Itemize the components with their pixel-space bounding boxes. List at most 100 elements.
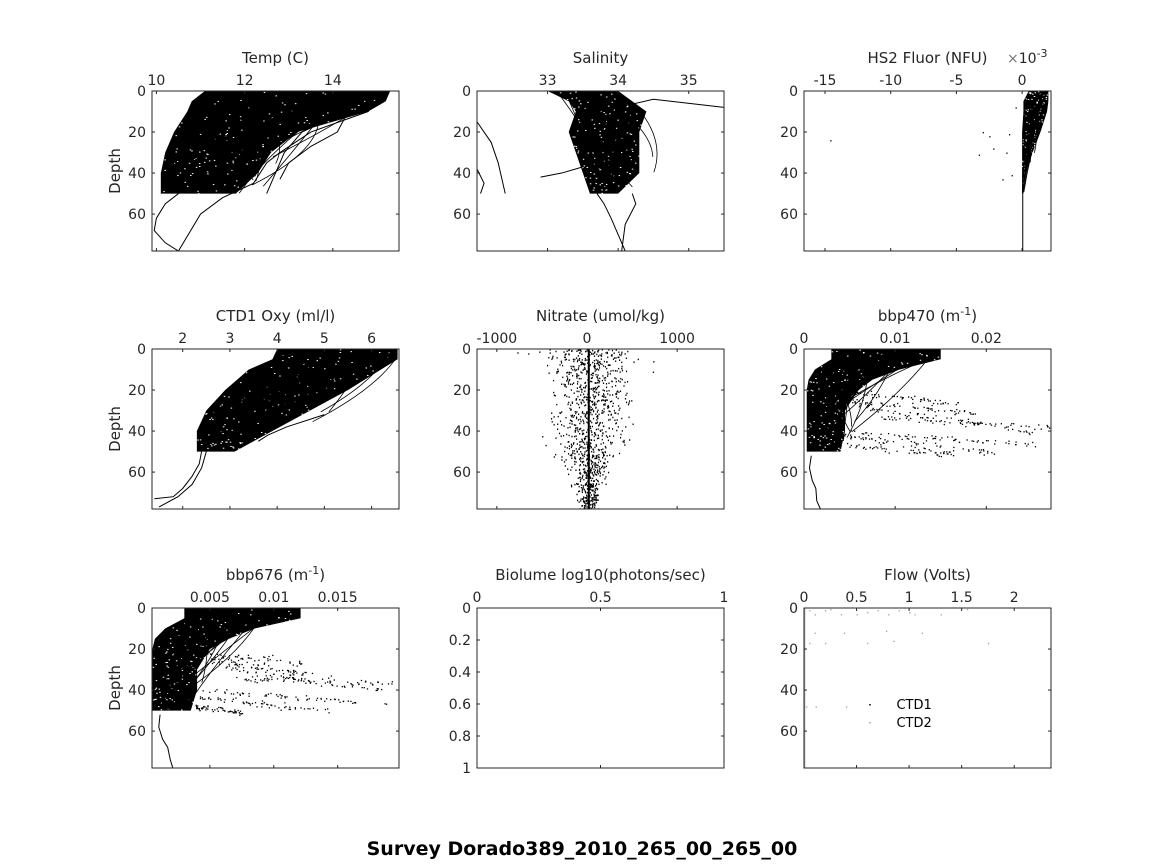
data-point — [303, 708, 306, 710]
data-point — [572, 374, 574, 377]
data-point — [551, 421, 553, 423]
data-speckle — [338, 357, 341, 359]
data-point — [294, 678, 296, 681]
data-speckle — [158, 706, 160, 708]
data-point — [591, 352, 593, 355]
data-speckle — [819, 440, 822, 442]
data-point — [583, 441, 585, 444]
data-profile-line — [851, 352, 934, 433]
data-point — [616, 393, 618, 395]
data-profile-line — [156, 612, 221, 673]
data-point — [294, 708, 297, 710]
data-point — [602, 375, 604, 377]
data-speckle — [591, 119, 594, 121]
data-point — [653, 361, 655, 363]
data-point — [207, 706, 209, 708]
data-point — [282, 676, 285, 678]
axes-title-superscript: -1 — [308, 564, 319, 577]
data-speckle — [839, 448, 842, 450]
data-point — [561, 424, 563, 426]
data-point — [980, 451, 982, 453]
data-point — [600, 466, 603, 469]
data-point — [365, 680, 367, 682]
data-speckle — [812, 394, 814, 396]
data-profile-line — [810, 364, 860, 436]
data-speckle — [629, 182, 632, 184]
data-point — [184, 696, 187, 698]
data-point — [871, 438, 873, 440]
data-point — [908, 419, 910, 421]
data-point — [561, 364, 564, 367]
data-point — [1026, 431, 1028, 433]
data-point — [595, 406, 597, 409]
data-point — [574, 456, 576, 458]
data-point — [876, 408, 878, 411]
data-point — [850, 429, 852, 432]
data-profile-line — [1024, 104, 1036, 179]
data-point — [603, 389, 605, 392]
y-axis-label: Depth — [106, 665, 124, 711]
data-point — [568, 447, 571, 450]
data-point — [222, 657, 225, 659]
data-speckle — [225, 134, 227, 136]
data-point — [598, 453, 600, 456]
data-point — [964, 410, 966, 412]
data-point — [599, 460, 602, 463]
data-speckle — [832, 382, 835, 384]
data-point — [576, 373, 578, 375]
data-point — [867, 434, 870, 437]
data-speckle — [615, 127, 618, 129]
data-point — [972, 448, 974, 450]
data-point — [232, 698, 234, 700]
data-point — [577, 490, 580, 493]
data-point — [602, 389, 604, 391]
data-speckle — [294, 395, 296, 397]
data-point — [1008, 443, 1010, 445]
data-point — [611, 386, 613, 388]
data-speckle — [175, 135, 177, 137]
data-point — [603, 360, 606, 363]
data-point — [590, 499, 593, 502]
data-speckle — [577, 119, 580, 121]
data-profile-line — [572, 99, 633, 188]
data-speckle — [618, 175, 621, 177]
data-point — [610, 441, 612, 444]
data-speckle — [841, 380, 843, 382]
data-profile-line — [193, 108, 225, 162]
data-point — [590, 427, 592, 429]
data-point — [601, 395, 603, 397]
data-speckle — [307, 409, 310, 411]
data-point — [292, 677, 295, 679]
data-point — [625, 370, 628, 373]
data-point — [207, 705, 209, 707]
data-point — [226, 689, 228, 691]
data-point — [304, 671, 306, 674]
data-point — [612, 394, 614, 396]
data-point — [573, 414, 575, 417]
data-point — [915, 444, 918, 446]
data-point — [948, 451, 950, 453]
data-point — [949, 422, 951, 424]
data-point — [599, 472, 602, 475]
data-point — [586, 492, 589, 494]
data-speckle — [598, 123, 601, 125]
data-point — [585, 417, 588, 419]
data-speckle — [193, 159, 196, 161]
data-point — [602, 399, 605, 401]
data-point — [218, 658, 220, 660]
data-point — [603, 408, 605, 410]
y-tick-label: 20 — [780, 383, 798, 399]
data-point — [553, 416, 555, 418]
data-point — [579, 386, 582, 388]
data-point — [257, 668, 260, 670]
data-point — [579, 433, 581, 435]
data-point — [289, 674, 292, 677]
data-speckle — [589, 183, 592, 185]
data-point — [564, 385, 566, 387]
data-speckle — [1030, 150, 1033, 152]
data-speckle — [595, 177, 598, 179]
y-tick-label: 40 — [780, 166, 798, 182]
data-point — [239, 710, 242, 712]
data-speckle — [212, 442, 214, 444]
data-speckle — [626, 105, 629, 107]
